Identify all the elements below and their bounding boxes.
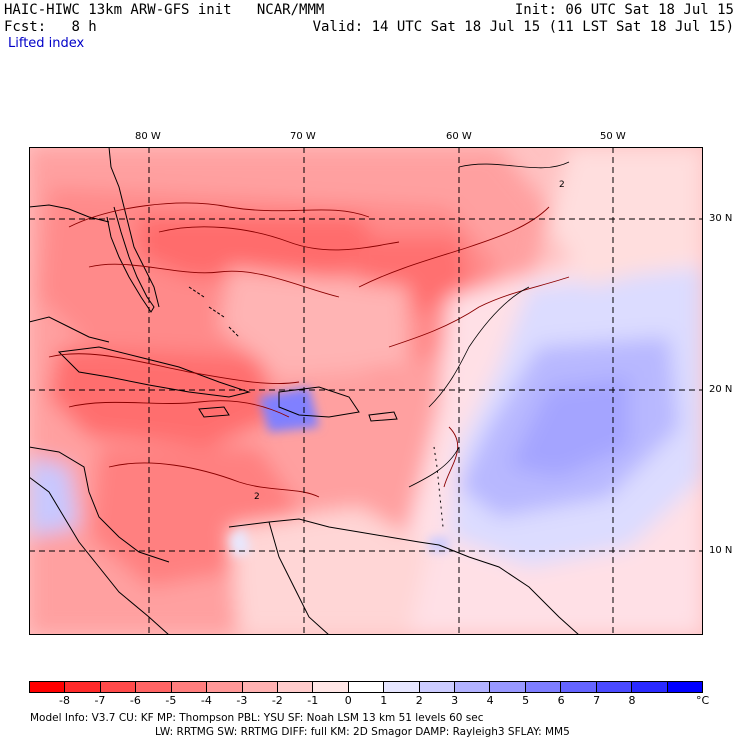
colorbar-tick-label: -6 bbox=[129, 694, 141, 707]
lifted-index-map: 2 2 bbox=[29, 147, 703, 635]
colorbar-tick-label: 1 bbox=[380, 694, 388, 707]
colorbar-tick-label: 3 bbox=[451, 694, 459, 707]
colorbar-tick-label: -5 bbox=[165, 694, 177, 707]
colorbar-swatch bbox=[65, 682, 101, 692]
colorbar-swatch bbox=[348, 682, 385, 692]
model-info-line1: Model Info: V3.7 CU: KF MP: Thompson PBL… bbox=[30, 712, 484, 724]
colorbar-swatch bbox=[596, 682, 633, 692]
colorbar-swatch bbox=[490, 682, 526, 692]
lon-label-70w: 70 W bbox=[290, 131, 316, 142]
lat-label-10n: 10 N bbox=[709, 545, 733, 556]
colorbar-tick-label: 7 bbox=[593, 694, 601, 707]
contour-label: 2 bbox=[559, 180, 565, 190]
colorbar-swatch bbox=[313, 682, 349, 692]
colorbar-swatch bbox=[561, 682, 597, 692]
lon-label-80w: 80 W bbox=[135, 131, 161, 142]
map-frame bbox=[29, 147, 703, 635]
colorbar-swatch bbox=[100, 682, 137, 692]
zero-contour bbox=[408, 161, 570, 488]
colorbar-swatch bbox=[277, 682, 314, 692]
colorbar-swatch bbox=[136, 682, 172, 692]
colorbar-swatch bbox=[171, 682, 208, 692]
forecast-hour: Fcst: 8 h bbox=[4, 19, 97, 35]
colorbar-tick-label: -3 bbox=[236, 694, 248, 707]
colorbar-swatch bbox=[30, 682, 66, 692]
latlon-grid bbox=[29, 147, 703, 635]
coastlines bbox=[29, 147, 580, 635]
colorbar-tick-label: 2 bbox=[415, 694, 423, 707]
colorbar-swatch bbox=[207, 682, 243, 692]
lat-label-20n: 20 N bbox=[709, 384, 733, 395]
colorbar-swatch bbox=[667, 682, 703, 692]
colorbar-tick-label: -7 bbox=[94, 694, 106, 707]
colorbar-swatch bbox=[455, 682, 491, 692]
colorbar-swatch bbox=[525, 682, 562, 692]
colorbar-swatch bbox=[242, 682, 278, 692]
valid-time: Valid: 14 UTC Sat 18 Jul 15 (11 LST Sat … bbox=[312, 19, 734, 35]
colorbar-tick-label: 8 bbox=[628, 694, 636, 707]
contour-label-south: 2 bbox=[254, 492, 260, 502]
lon-label-60w: 60 W bbox=[446, 131, 472, 142]
org-name: NCAR/MMM bbox=[256, 2, 325, 18]
colorbar-tick-label: 4 bbox=[486, 694, 494, 707]
colorbar-tick-label: 5 bbox=[522, 694, 530, 707]
init-time: Init: 06 UTC Sat 18 Jul 15 bbox=[514, 2, 734, 18]
field-shading bbox=[29, 147, 703, 635]
colorbar-tick-label: -8 bbox=[58, 694, 70, 707]
lat-label-30n: 30 N bbox=[709, 213, 733, 224]
colorbar bbox=[29, 681, 703, 693]
colorbar-tick-label: -4 bbox=[200, 694, 212, 707]
colorbar-ticks: -8 -7 -6 -5 -4 -3 -2 -1 0 1 2 3 4 5 6 7 8 bbox=[29, 693, 703, 707]
colorbar-swatch bbox=[632, 682, 668, 692]
colorbar-unit: °C bbox=[696, 694, 710, 707]
lon-label-50w: 50 W bbox=[600, 131, 626, 142]
model-info-line2: LW: RRTMG SW: RRTMG DIFF: full KM: 2D Sm… bbox=[155, 726, 570, 738]
field-name: Lifted index bbox=[8, 36, 85, 51]
colorbar-swatch bbox=[419, 682, 456, 692]
colorbar-tick-label: 0 bbox=[344, 694, 352, 707]
colorbar-tick-label: -2 bbox=[271, 694, 283, 707]
model-title: HAIC-HIWC 13km ARW-GFS init NCAR/MMM bbox=[4, 2, 325, 18]
contour-lines bbox=[48, 202, 570, 498]
colorbar-tick-label: 6 bbox=[557, 694, 565, 707]
colorbar-tick-label: -1 bbox=[307, 694, 319, 707]
colorbar-swatch bbox=[384, 682, 420, 692]
